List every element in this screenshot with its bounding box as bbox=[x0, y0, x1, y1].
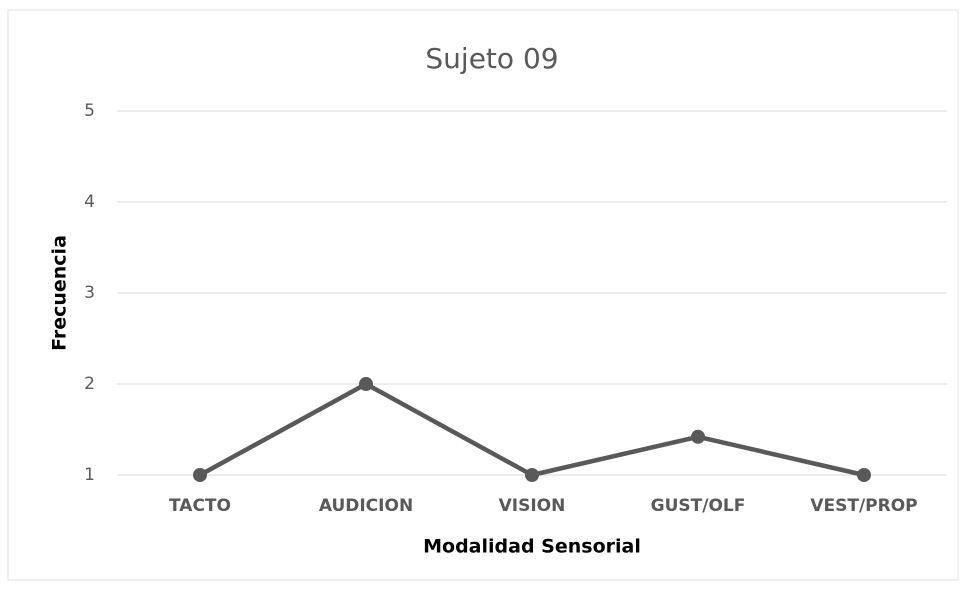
y-axis-title: Frecuencia bbox=[49, 235, 71, 351]
data-point bbox=[691, 429, 705, 444]
chart-title: Sujeto 09 bbox=[425, 42, 558, 75]
data-point bbox=[193, 468, 207, 482]
y-tick-label: 4 bbox=[84, 192, 95, 212]
y-tick-label: 3 bbox=[84, 283, 95, 303]
y-tick-label: 1 bbox=[84, 465, 95, 485]
y-tick-label: 2 bbox=[84, 374, 95, 394]
data-point bbox=[857, 468, 871, 482]
x-axis-title: Modalidad Sensorial bbox=[423, 536, 641, 558]
x-tick-label: GUST/OLF bbox=[651, 496, 746, 516]
data-point bbox=[525, 468, 539, 482]
chart-border bbox=[7, 9, 959, 581]
y-tick-label: 5 bbox=[84, 101, 95, 121]
data-point bbox=[359, 377, 373, 391]
x-tick-label: VEST/PROP bbox=[810, 496, 917, 516]
x-tick-label: TACTO bbox=[169, 496, 231, 516]
x-tick-label: AUDICION bbox=[319, 496, 413, 516]
x-tick-label: VISION bbox=[499, 496, 566, 516]
